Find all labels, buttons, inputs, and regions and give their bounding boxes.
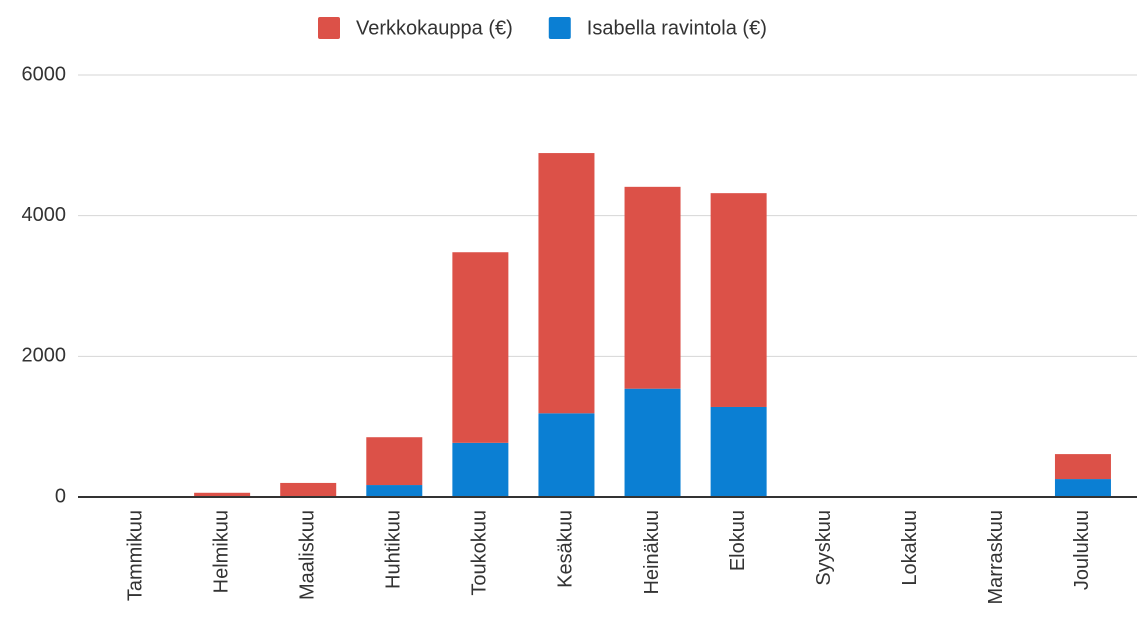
bar-segment: [710, 193, 767, 407]
x-tick-label: Elokuu: [727, 510, 749, 571]
x-tick-label: Helmikuu: [210, 510, 232, 593]
bar-segment: [366, 485, 423, 497]
x-tick-label: Syyskuu: [813, 510, 835, 586]
x-tick-label: Lokakuu: [899, 510, 921, 586]
bar-segment: [624, 186, 681, 389]
legend-swatch: [548, 17, 571, 39]
y-tick-label: 2000: [22, 345, 67, 367]
y-tick-label: 6000: [22, 63, 67, 85]
legend-label: Isabella ravintola (€): [587, 17, 767, 39]
x-tick-label: Toukokuu: [469, 510, 491, 596]
x-tick-label: Kesäkuu: [555, 510, 577, 588]
legend-label: Verkkokauppa (€): [356, 17, 513, 39]
bar-segment: [194, 492, 251, 497]
bar-segment: [710, 406, 767, 497]
bar-segment: [538, 413, 595, 497]
bar-segment: [280, 482, 337, 497]
bar-segment: [538, 153, 595, 414]
x-tick-label: Marraskuu: [985, 510, 1007, 604]
bar-segment: [1054, 479, 1111, 497]
x-tick-label: Heinäkuu: [641, 510, 663, 595]
bar-segment: [366, 437, 423, 486]
x-tick-label: Maaliskuu: [296, 510, 318, 600]
x-tick-label: Huhtikuu: [383, 510, 405, 589]
bar-segment: [452, 442, 509, 497]
bar-segment: [452, 252, 509, 443]
y-tick-label: 4000: [22, 204, 67, 226]
y-tick-label: 0: [55, 485, 66, 507]
x-tick-label: Tammikuu: [124, 510, 146, 601]
legend-swatch: [318, 17, 340, 39]
bar-segment: [1054, 454, 1111, 480]
x-tick-label: Joulukuu: [1071, 510, 1093, 590]
bar-segment: [624, 388, 681, 497]
